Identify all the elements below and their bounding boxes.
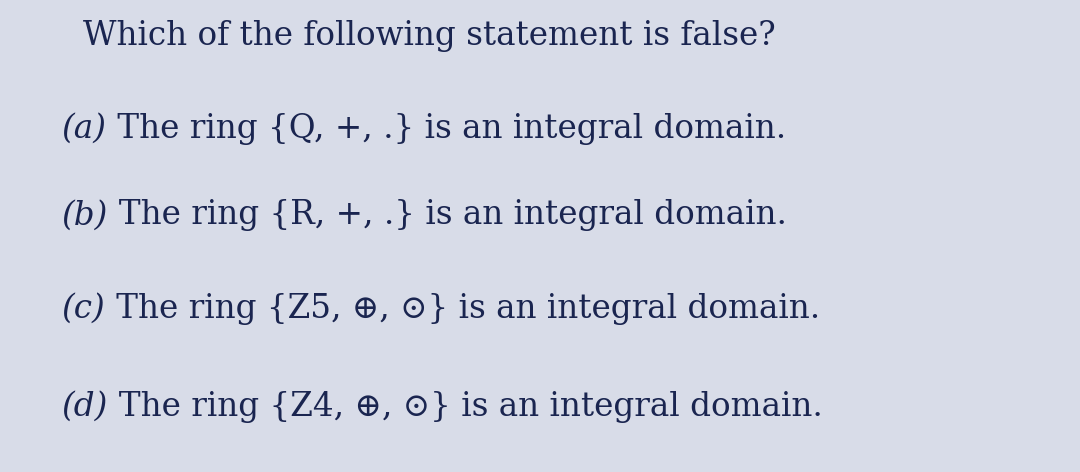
Text: (a) The ring {Q, +, .} is an integral domain.: (a) The ring {Q, +, .} is an integral do… xyxy=(62,112,786,145)
Text: (b) The ring {R, +, .} is an integral domain.: (b) The ring {R, +, .} is an integral do… xyxy=(62,199,786,231)
Text: (a): (a) xyxy=(62,113,107,145)
Text: (d): (d) xyxy=(62,390,108,422)
Text: (d) The ring {Z4, ⊕, ⊙} is an integral domain.: (d) The ring {Z4, ⊕, ⊙} is an integral d… xyxy=(62,390,823,422)
Text: (c): (c) xyxy=(62,293,106,325)
Text: (c) The ring {Z5, ⊕, ⊙} is an integral domain.: (c) The ring {Z5, ⊕, ⊙} is an integral d… xyxy=(62,292,820,325)
Text: Which of the following statement is false?: Which of the following statement is fals… xyxy=(83,20,777,52)
Text: (b): (b) xyxy=(62,199,108,231)
